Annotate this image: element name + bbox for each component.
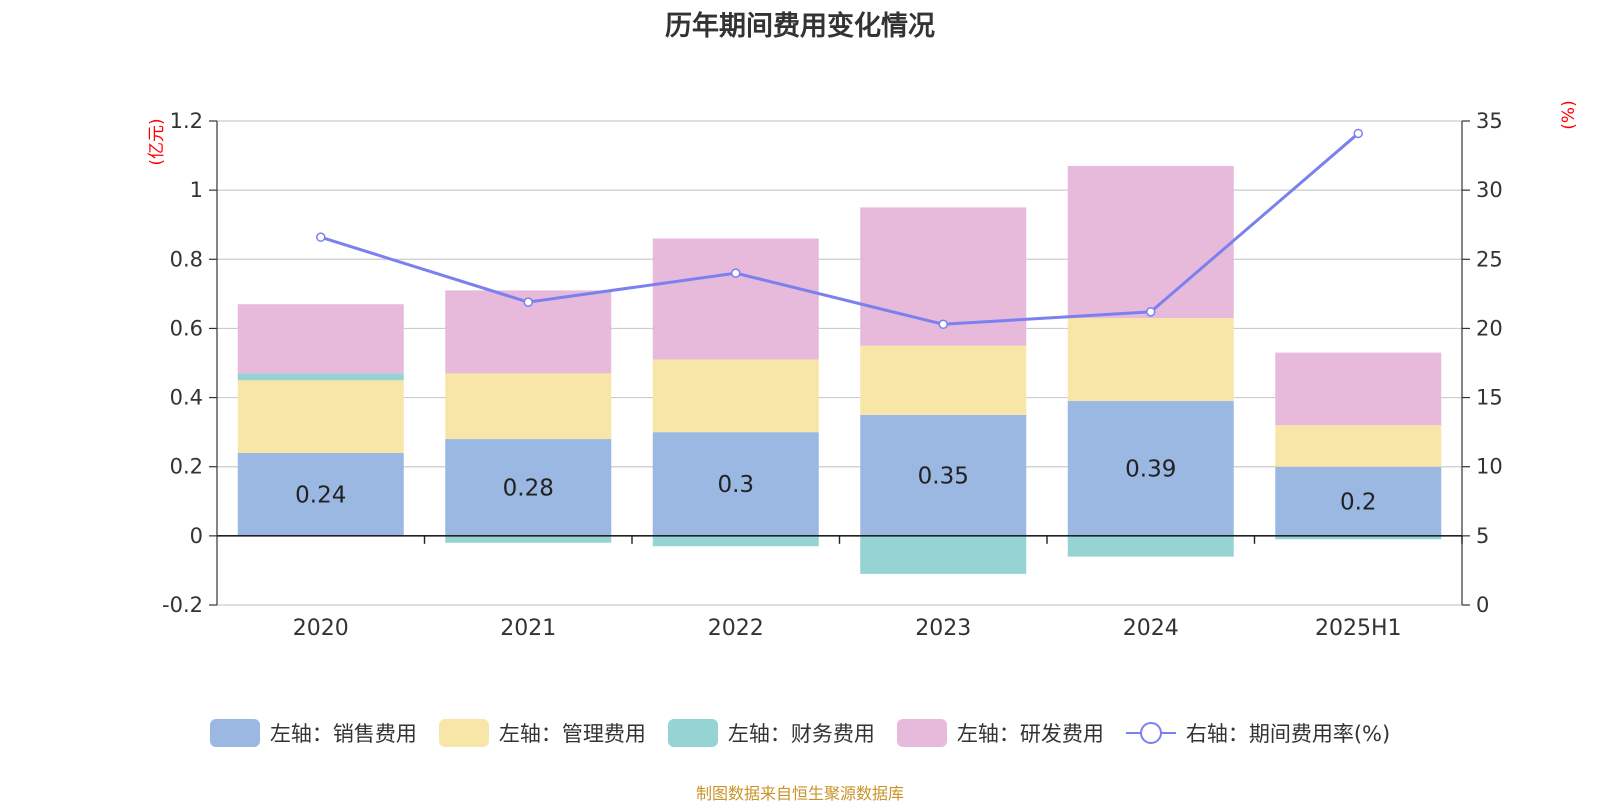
bar-segment [652,432,819,536]
bar-segment [1067,401,1234,536]
bar-segment [1275,352,1442,426]
bar-segment [445,535,612,543]
bar-segment [445,439,612,536]
bar-segment [237,373,404,381]
expense-rate-point [1353,128,1363,139]
chart-legend: 左轴：销售费用 左轴：管理费用 左轴：财务费用 左轴：研发费用 右轴：期间费用率… [0,718,1600,748]
legend-item-expense-rate[interactable]: 右轴：期间费用率(%) [1125,718,1391,748]
left-axis-tick-label: 1.2 [170,109,203,133]
bar-segment [237,380,404,453]
bar-segment [237,304,404,374]
bar-segment [237,452,404,536]
legend-swatch-rnd [896,719,947,747]
legend-item-rnd[interactable]: 左轴：研发费用 [896,718,1104,748]
legend-label-sales: 左轴：销售费用 [269,722,417,746]
bar-segment [860,345,1027,415]
x-axis-tick-label: 2024 [1123,616,1179,641]
chart-title: 历年期间费用变化情况 [665,11,935,42]
right-axis-tick-label: 35 [1476,109,1503,133]
left-axis-tick-label: 0.6 [170,316,203,340]
bar-value-label: 0.3 [717,472,754,498]
right-axis-tick-label: 30 [1476,178,1503,202]
left-axis-tick-label: 0 [190,524,203,548]
right-axis-unit-label: (%) [1559,100,1579,129]
bar-segment [652,238,819,360]
x-axis-tick-label: 2023 [915,616,971,641]
left-axis-tick-label: -0.2 [162,593,203,617]
legend-swatch-finance [667,719,718,747]
right-axis-tick-label: 10 [1476,455,1503,479]
legend-item-admin[interactable]: 左轴：管理费用 [438,718,646,748]
expense-rate-point [731,268,741,278]
bar-segment [1275,466,1442,536]
bar-segment [652,535,819,547]
x-axis-tick-label: 2022 [708,616,764,641]
bar-value-label: 0.39 [1125,456,1176,482]
bar-value-label: 0.28 [503,475,554,501]
legend-item-sales[interactable]: 左轴：销售费用 [209,718,417,748]
bar-value-label: 0.2 [1340,489,1377,515]
legend-label-expense-rate: 右轴：期间费用率(%) [1185,722,1391,746]
left-axis-tick-label: 1 [190,178,203,202]
bar-segment [860,535,1027,574]
expense-rate-point [938,319,948,330]
expense-rate-point [316,232,326,242]
bar-segment [445,373,612,440]
left-axis-tick-label: 0.4 [170,386,203,410]
expense-rate-point [1146,307,1156,317]
bar-value-label: 0.24 [295,482,346,508]
right-axis-tick-label: 25 [1476,247,1503,271]
legend-item-finance[interactable]: 左轴：财务费用 [667,718,875,748]
bar-layer [237,165,1442,574]
legend-label-finance: 左轴：财务费用 [727,722,875,746]
left-axis-tick-label: 0.8 [170,247,203,271]
bar-segment [1275,535,1442,540]
bar-segment [1067,165,1234,319]
axis-layer: -0.2 0 0.2 0.4 0.6 0.8 1 1.2 0 5 10 15 20 25 30 35 [162,109,1503,617]
legend-swatch-admin [438,719,489,747]
line-layer [316,128,1363,330]
bar-segment [1067,535,1234,557]
expense-rate-point [523,297,533,307]
left-axis-tick-label: 0.2 [170,455,203,479]
right-axis-tick-label: 0 [1476,593,1489,617]
bar-segment [1275,425,1442,467]
bar-value-label: 0.35 [918,463,969,489]
expense-rate-line [320,132,1360,326]
legend-swatch-expense-rate [1125,722,1176,744]
legend-swatch-sales [209,719,260,747]
x-axis-tick-label: 2021 [500,616,556,641]
right-axis-tick-label: 15 [1476,386,1503,410]
right-axis-tick-label: 5 [1476,524,1489,548]
bar-segment [1067,318,1234,402]
x-axis-tick-label: 2020 [293,616,349,641]
left-axis-unit-label: (亿元) [147,118,167,165]
bar-segment [652,359,819,433]
label-layer: 0.24 2020 0.28 2021 0.3 2022 0.35 2023 0.39 2024 0… [293,456,1402,641]
legend-label-admin: 左轴：管理费用 [498,722,646,746]
legend-label-rnd: 左轴：研发费用 [956,722,1104,746]
bar-segment [860,414,1027,536]
x-axis-tick-label: 2025H1 [1315,616,1402,641]
data-source-note: 制图数据来自恒生聚源数据库 [695,784,904,803]
right-axis-tick-label: 20 [1476,316,1503,340]
grid-layer [217,120,1462,606]
